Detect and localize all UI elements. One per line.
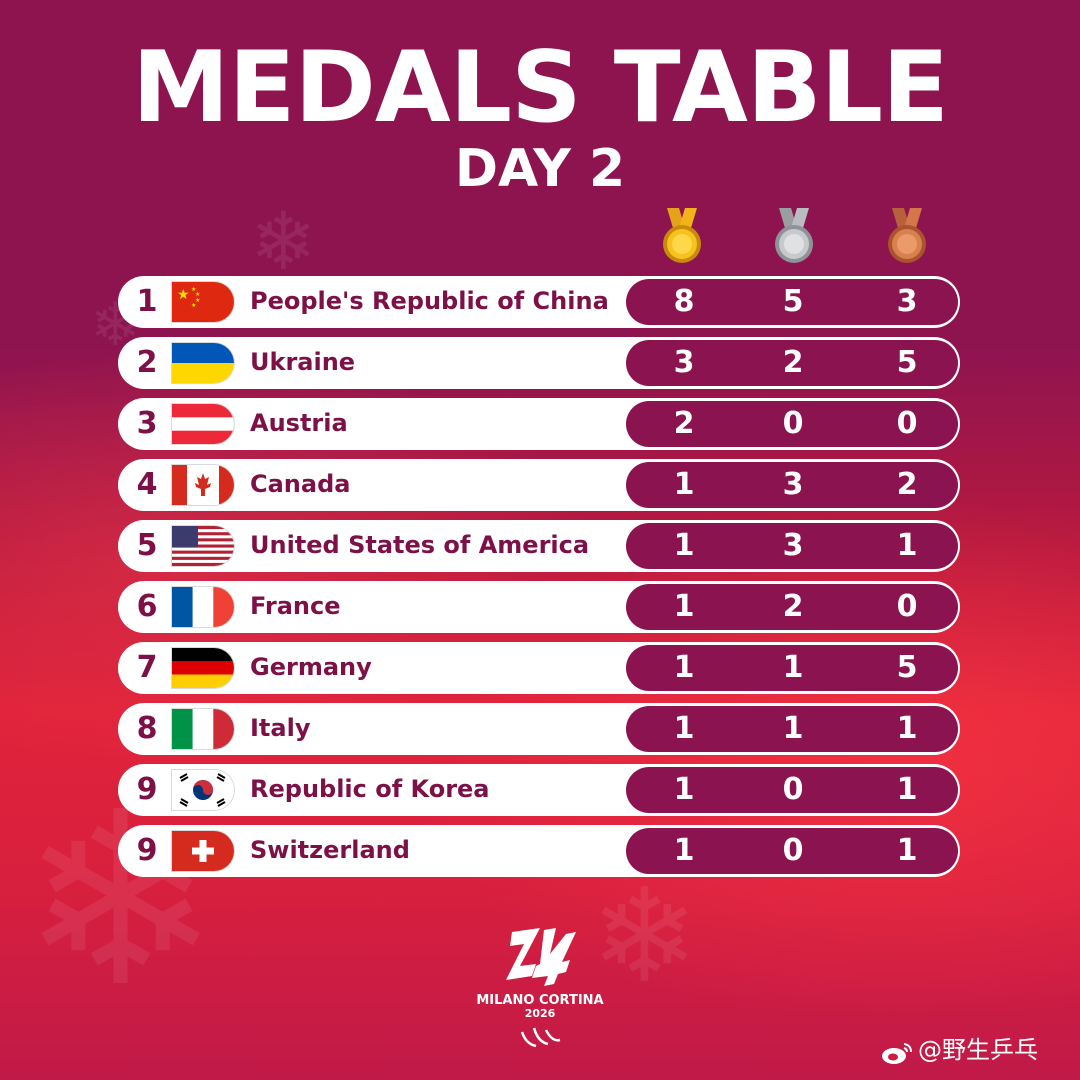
snowflake-decoration: ❄ — [590, 860, 699, 1012]
korea-flag-icon — [172, 770, 234, 810]
rank: 6 — [136, 589, 158, 624]
weibo-watermark: @野生乒乓 — [880, 1030, 1070, 1070]
country-name: Italy — [250, 714, 311, 742]
country-name: Canada — [250, 470, 351, 498]
medal-counts: 1 1 1 — [626, 706, 958, 752]
logo-text: MILANO CORTINA — [476, 993, 603, 1008]
gold-count: 3 — [673, 345, 695, 380]
country-name: Republic of Korea — [250, 775, 490, 803]
medal-counts: 8 5 3 — [626, 279, 958, 325]
bronze-count: 1 — [896, 711, 918, 746]
weibo-icon — [880, 1038, 914, 1064]
silver-medal-icon — [771, 206, 817, 266]
rank: 9 — [136, 833, 158, 868]
switzerland-flag-icon — [172, 831, 234, 871]
bronze-medal-icon — [884, 206, 930, 266]
country-name: Switzerland — [250, 836, 410, 864]
bronze-count: 5 — [896, 345, 918, 380]
gold-count: 1 — [673, 589, 695, 624]
bronze-count: 0 — [896, 589, 918, 624]
medal-counts: 2 0 0 — [626, 401, 958, 447]
gold-medal-icon — [659, 206, 705, 266]
bronze-count: 2 — [896, 467, 918, 502]
page-subtitle: DAY 2 — [454, 139, 626, 199]
table-row: 8 Italy 1 1 1 — [118, 703, 960, 755]
silver-count: 1 — [782, 711, 804, 746]
italy-flag-icon — [172, 709, 234, 749]
rank: 3 — [136, 406, 158, 441]
table-row: 7 Germany 1 1 5 — [118, 642, 960, 694]
table-row: 1 ★ ★ ★ ★ ★ People's Republic of China 8… — [118, 276, 960, 328]
silver-count: 3 — [782, 467, 804, 502]
medal-counts: 1 1 5 — [626, 645, 958, 691]
medal-counts: 3 2 5 — [626, 340, 958, 386]
gold-count: 1 — [673, 772, 695, 807]
silver-count: 0 — [782, 772, 804, 807]
gold-count: 8 — [673, 284, 695, 319]
table-row: 9 Switzerland 1 0 1 — [118, 825, 960, 877]
milano-cortina-logo: MILANO CORTINA 2026 — [470, 920, 610, 1060]
medal-counts: 1 3 1 — [626, 523, 958, 569]
bronze-count: 1 — [896, 833, 918, 868]
table-row: 4 Canada 1 3 2 — [118, 459, 960, 511]
canada-flag-icon — [172, 465, 234, 505]
gold-count: 1 — [673, 711, 695, 746]
bronze-count: 0 — [896, 406, 918, 441]
gold-count: 1 — [673, 833, 695, 868]
medal-counts: 1 0 1 — [626, 828, 958, 874]
gold-count: 1 — [673, 650, 695, 685]
silver-count: 5 — [782, 284, 804, 319]
germany-flag-icon — [172, 648, 234, 688]
bronze-count: 1 — [896, 528, 918, 563]
silver-count: 1 — [782, 650, 804, 685]
bronze-count: 1 — [896, 772, 918, 807]
country-name: United States of America — [250, 531, 590, 559]
table-row: 6 France 1 2 0 — [118, 581, 960, 633]
gold-count: 1 — [673, 528, 695, 563]
bronze-count: 3 — [896, 284, 918, 319]
france-flag-icon — [172, 587, 234, 627]
rank: 8 — [136, 711, 158, 746]
page-title: MEDALS TABLE — [132, 31, 949, 145]
ukraine-flag-icon — [172, 343, 234, 383]
logo-year: 2026 — [525, 1007, 556, 1020]
svg-text:★: ★ — [195, 291, 200, 298]
bronze-count: 5 — [896, 650, 918, 685]
svg-text:★: ★ — [177, 287, 190, 303]
table-row: 5 United States of America 1 3 1 — [118, 520, 960, 572]
snowflake-decoration: ❄ — [250, 195, 318, 288]
medal-counts: 1 0 1 — [626, 767, 958, 813]
rank: 5 — [136, 528, 158, 563]
svg-text:★: ★ — [191, 286, 196, 293]
table-row: 2 Ukraine 3 2 5 — [118, 337, 960, 389]
silver-count: 2 — [782, 589, 804, 624]
rank: 2 — [136, 345, 158, 380]
silver-count: 2 — [782, 345, 804, 380]
svg-text:★: ★ — [191, 302, 196, 309]
table-row: 3 Austria 2 0 0 — [118, 398, 960, 450]
austria-flag-icon — [172, 404, 234, 444]
country-name: France — [250, 592, 341, 620]
rank: 9 — [136, 772, 158, 807]
table-row: 9 Republic of Korea 1 0 1 — [118, 764, 960, 816]
silver-count: 0 — [782, 833, 804, 868]
rank: 1 — [136, 284, 158, 319]
rank: 4 — [136, 467, 158, 502]
rank: 7 — [136, 650, 158, 685]
china-flag-icon: ★ ★ ★ ★ ★ — [172, 282, 234, 322]
country-name: Austria — [250, 409, 348, 437]
medal-counts: 1 3 2 — [626, 462, 958, 508]
usa-flag-icon — [172, 526, 234, 566]
gold-count: 2 — [673, 406, 695, 441]
silver-count: 3 — [782, 528, 804, 563]
country-name: Ukraine — [250, 348, 356, 376]
country-name: People's Republic of China — [250, 287, 609, 315]
watermark-text: @野生乒乓 — [918, 1036, 1038, 1064]
gold-count: 1 — [673, 467, 695, 502]
medal-counts: 1 2 0 — [626, 584, 958, 630]
svg-text:★: ★ — [195, 297, 200, 304]
silver-count: 0 — [782, 406, 804, 441]
country-name: Germany — [250, 653, 372, 681]
